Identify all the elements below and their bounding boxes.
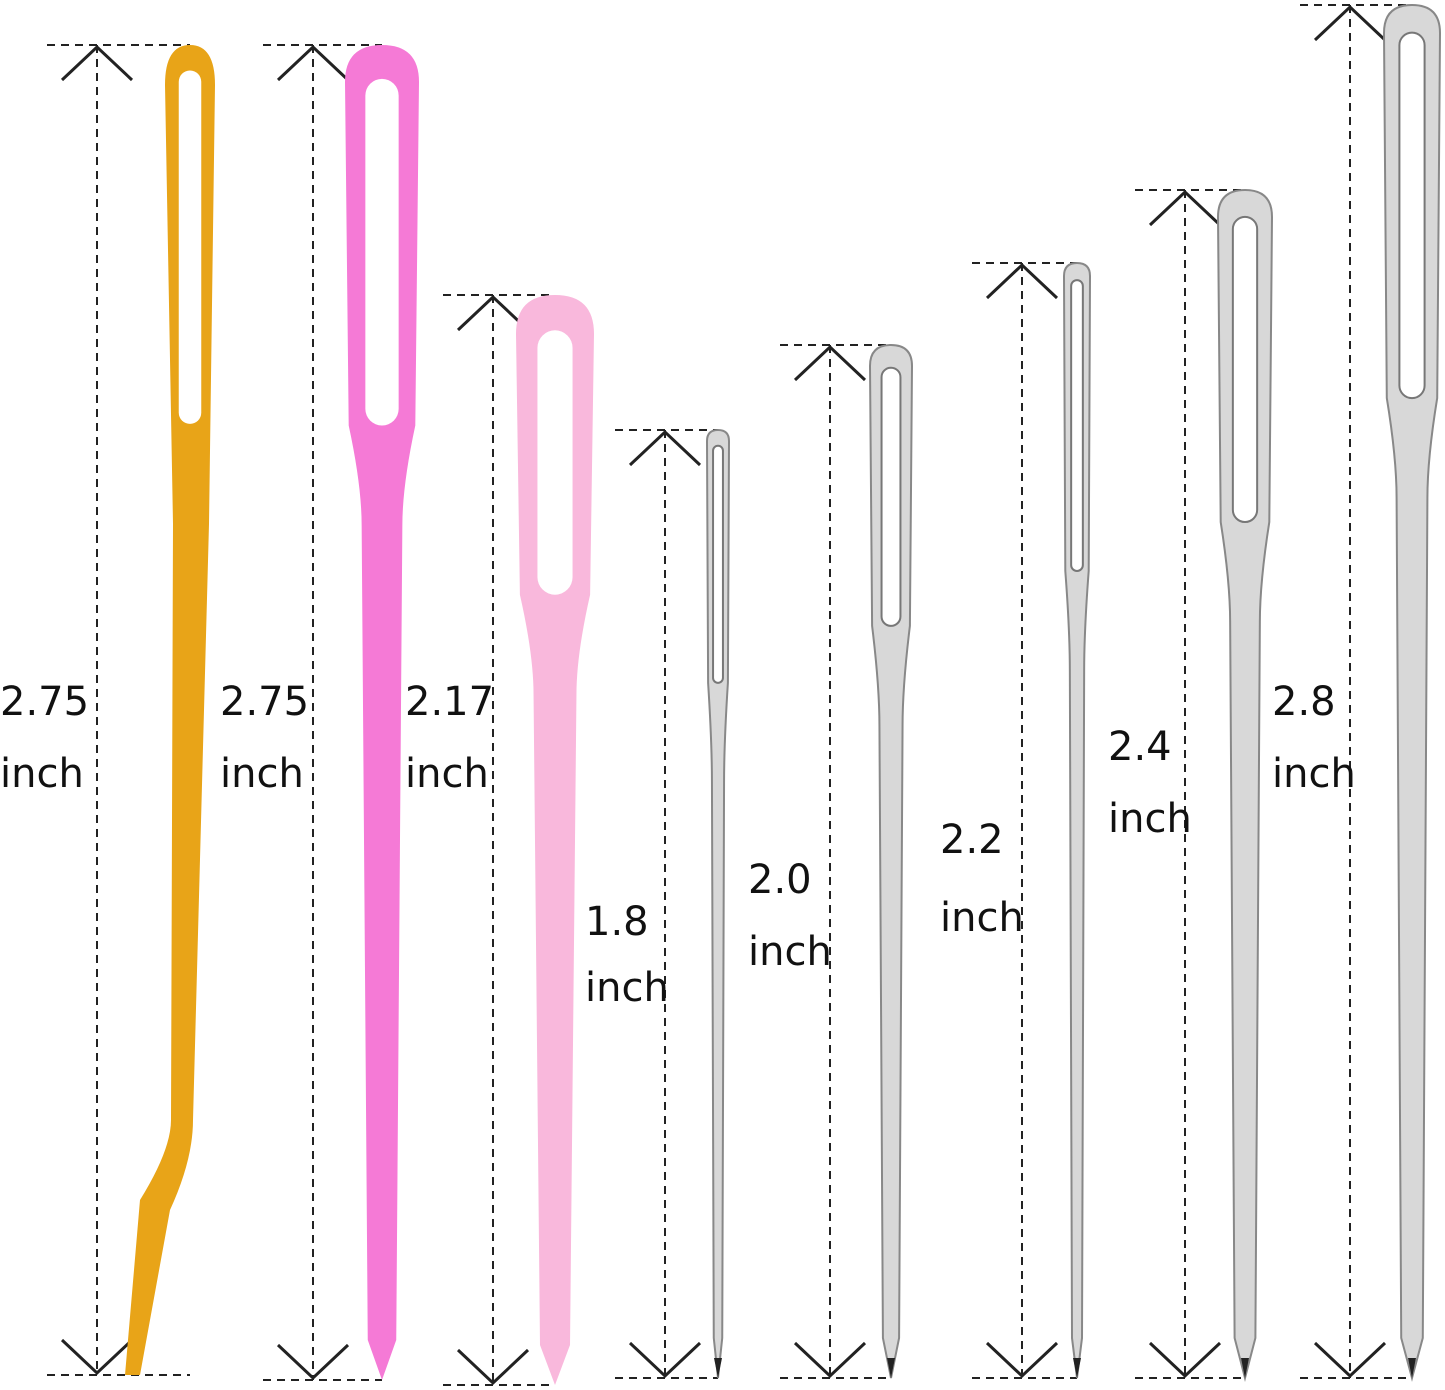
size-value: 1.8 bbox=[585, 899, 649, 945]
needle-eye bbox=[1231, 215, 1259, 524]
arrow-up-icon bbox=[1148, 189, 1222, 227]
size-value: 2.4 bbox=[1108, 724, 1172, 770]
arrow-up-icon bbox=[793, 344, 867, 382]
size-value: 2.2 bbox=[940, 817, 1004, 863]
size-unit: inch bbox=[1108, 796, 1192, 842]
needle-6 bbox=[972, 261, 1092, 1379]
size-unit: inch bbox=[748, 929, 832, 975]
needle-tip bbox=[887, 1358, 895, 1378]
needle-tip bbox=[1241, 1358, 1249, 1378]
arrow-down-icon bbox=[985, 1341, 1059, 1379]
needle-eye bbox=[1398, 31, 1426, 400]
arrow-up-icon bbox=[276, 44, 350, 82]
needle-tip bbox=[1073, 1358, 1081, 1378]
size-unit: inch bbox=[1272, 751, 1356, 797]
needle-eye bbox=[365, 78, 399, 426]
arrow-down-icon bbox=[628, 1341, 702, 1379]
arrow-up-icon bbox=[60, 44, 134, 82]
arrow-down-icon bbox=[276, 1343, 350, 1381]
arrow-down-icon bbox=[60, 1338, 134, 1376]
size-value: 2.17 bbox=[405, 679, 495, 725]
size-unit: inch bbox=[940, 895, 1024, 941]
needle-tip bbox=[1408, 1358, 1416, 1378]
needle-3 bbox=[443, 294, 594, 1386]
size-unit: inch bbox=[585, 965, 669, 1011]
size-value: 2.75 bbox=[220, 679, 310, 725]
arrow-up-icon bbox=[1313, 4, 1387, 42]
arrow-up-icon bbox=[985, 262, 1059, 300]
needle-eye bbox=[1070, 279, 1084, 572]
needle-4 bbox=[615, 428, 731, 1379]
arrow-up-icon bbox=[456, 294, 530, 332]
needle-7 bbox=[1135, 188, 1274, 1382]
needle-body bbox=[125, 45, 215, 1375]
needle-eye bbox=[712, 444, 724, 684]
needle-body bbox=[516, 295, 594, 1385]
size-unit: inch bbox=[405, 751, 489, 797]
needle-body bbox=[345, 45, 419, 1380]
arrow-down-icon bbox=[1313, 1341, 1387, 1379]
size-value: 2.75 bbox=[0, 679, 90, 725]
size-value: 2.8 bbox=[1272, 679, 1336, 725]
needle-1 bbox=[47, 44, 215, 1376]
size-unit: inch bbox=[0, 751, 84, 797]
arrow-down-icon bbox=[1148, 1341, 1222, 1379]
arrow-down-icon bbox=[793, 1341, 867, 1379]
needle-eye bbox=[537, 330, 573, 595]
needle-8 bbox=[1300, 3, 1442, 1382]
needle-body bbox=[1216, 188, 1274, 1382]
arrow-down-icon bbox=[456, 1348, 530, 1386]
needle-body bbox=[868, 343, 914, 1379]
arrow-up-icon bbox=[628, 429, 702, 467]
needle-tip bbox=[714, 1358, 722, 1378]
size-value: 2.0 bbox=[748, 857, 812, 903]
needle-5 bbox=[780, 343, 914, 1379]
needle-eye bbox=[178, 70, 202, 424]
size-unit: inch bbox=[220, 751, 304, 797]
needle-eye bbox=[880, 366, 902, 627]
needle-2 bbox=[263, 44, 419, 1381]
needle-body bbox=[1382, 3, 1442, 1382]
